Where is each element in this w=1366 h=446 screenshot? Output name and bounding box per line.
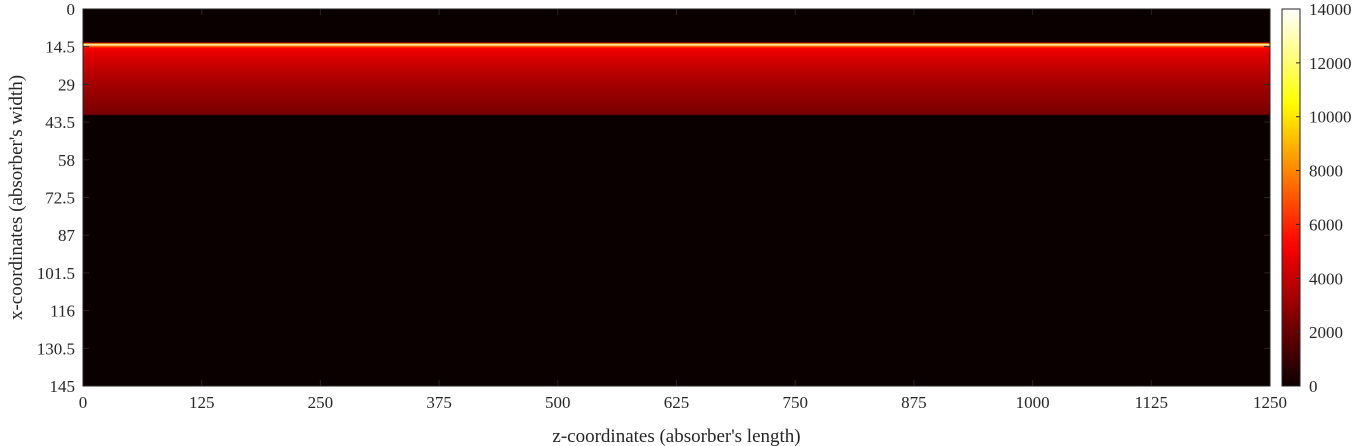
x-tick-label: 125 xyxy=(189,393,215,412)
y-tick-label: 101.5 xyxy=(37,264,75,283)
heatmap-image xyxy=(83,9,1270,386)
x-tick-label: 1250 xyxy=(1253,393,1287,412)
colorbar-tick-label: 6000 xyxy=(1309,215,1343,234)
x-tick-label: 0 xyxy=(79,393,88,412)
colorbar-tick-label: 2000 xyxy=(1309,323,1343,342)
x-axis-label: z-coordinates (absorber's length) xyxy=(552,426,800,446)
y-tick-label: 130.5 xyxy=(37,339,75,358)
y-tick-label: 72.5 xyxy=(45,189,75,208)
colorbar-tick-label: 0 xyxy=(1309,377,1318,396)
y-tick-label: 43.5 xyxy=(45,113,75,132)
colorbar-tick-label: 12000 xyxy=(1309,54,1352,73)
y-tick-label: 14.5 xyxy=(45,38,75,57)
plot-area xyxy=(82,8,1271,387)
colorbar-tick-label: 8000 xyxy=(1309,162,1343,181)
x-tick-label: 625 xyxy=(664,393,690,412)
y-axis-ticks: 0 14.5 29 43.5 58 72.5 87 101.5 116 130.5 145 xyxy=(37,0,1270,396)
y-tick-label: 0 xyxy=(67,0,76,19)
y-tick-label: 116 xyxy=(50,302,75,321)
x-axis-ticks: 0 125 250 375 500 625 750 875 1000 1125 1250 xyxy=(79,9,1287,412)
x-tick-label: 500 xyxy=(545,393,571,412)
colorbar-ticks: 0 2000 4000 6000 8000 10000 12000 14000 xyxy=(1296,0,1352,396)
colorbar-tick-label: 10000 xyxy=(1309,108,1352,127)
x-tick-label: 875 xyxy=(901,393,927,412)
x-tick-label: 1000 xyxy=(1016,393,1050,412)
x-tick-label: 375 xyxy=(426,393,452,412)
x-tick-label: 250 xyxy=(308,393,334,412)
y-tick-label: 29 xyxy=(58,75,75,94)
colorbar-tick-label: 14000 xyxy=(1309,0,1352,19)
y-tick-label: 58 xyxy=(58,151,75,170)
y-tick-label: 145 xyxy=(50,377,76,396)
y-axis-label: x-coordinates (absorber's width) xyxy=(6,75,27,320)
colorbar-fill xyxy=(1282,9,1300,386)
colorbar-tick-label: 4000 xyxy=(1309,269,1343,288)
colorbar xyxy=(1281,8,1301,387)
x-tick-label: 1125 xyxy=(1135,393,1168,412)
y-tick-label: 87 xyxy=(58,226,76,245)
colorbar-frame xyxy=(1281,8,1301,387)
x-tick-label: 750 xyxy=(782,393,808,412)
